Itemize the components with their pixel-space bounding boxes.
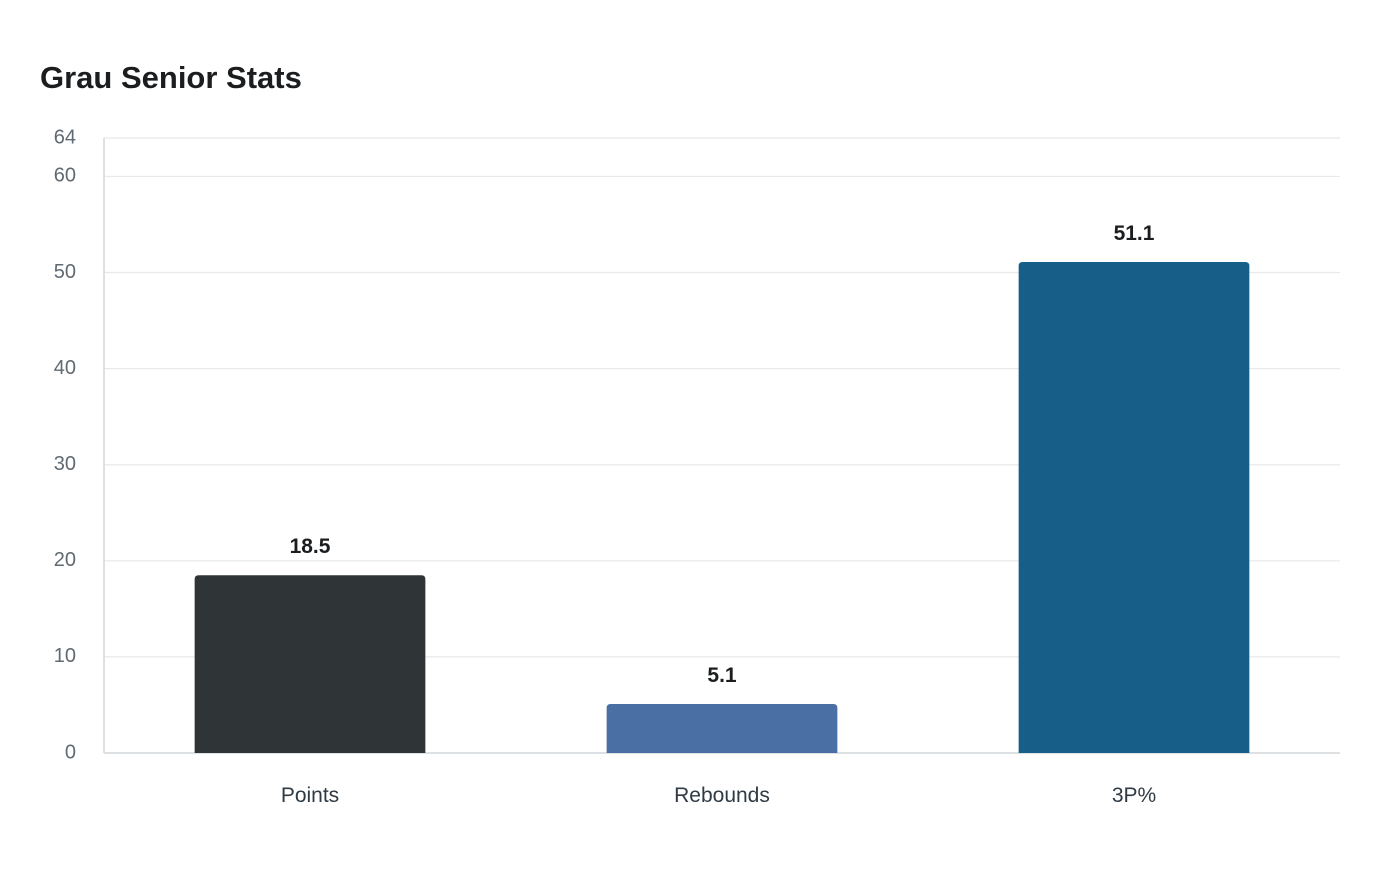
category-label: Rebounds xyxy=(674,784,770,807)
y-tick-label: 0 xyxy=(65,741,76,763)
y-tick-label: 50 xyxy=(54,261,76,283)
data-labels: 18.5 5.1 51.1 xyxy=(290,222,1155,687)
y-tick-label: 40 xyxy=(54,357,76,379)
data-label: 51.1 xyxy=(1114,222,1155,245)
y-tick-label: 10 xyxy=(54,645,76,667)
bar-3p- xyxy=(1018,261,1250,753)
category-label: Points xyxy=(281,784,339,807)
y-tick-label: 30 xyxy=(54,453,76,475)
data-label: 18.5 xyxy=(290,535,331,558)
y-tick-label: 64 xyxy=(54,126,76,148)
category-label: 3P% xyxy=(1112,784,1156,807)
y-axis-ticks: 0 10 20 30 40 50 60 64 xyxy=(54,126,76,763)
bar-points xyxy=(194,575,426,753)
data-label: 5.1 xyxy=(707,664,737,687)
category-labels: Points Rebounds 3P% xyxy=(281,784,1156,807)
bar-rebounds xyxy=(606,703,838,753)
y-tick-label: 20 xyxy=(54,549,76,571)
y-tick-label: 60 xyxy=(54,165,76,187)
bars xyxy=(194,261,1250,753)
chart-title: Grau Senior Stats xyxy=(40,60,302,95)
